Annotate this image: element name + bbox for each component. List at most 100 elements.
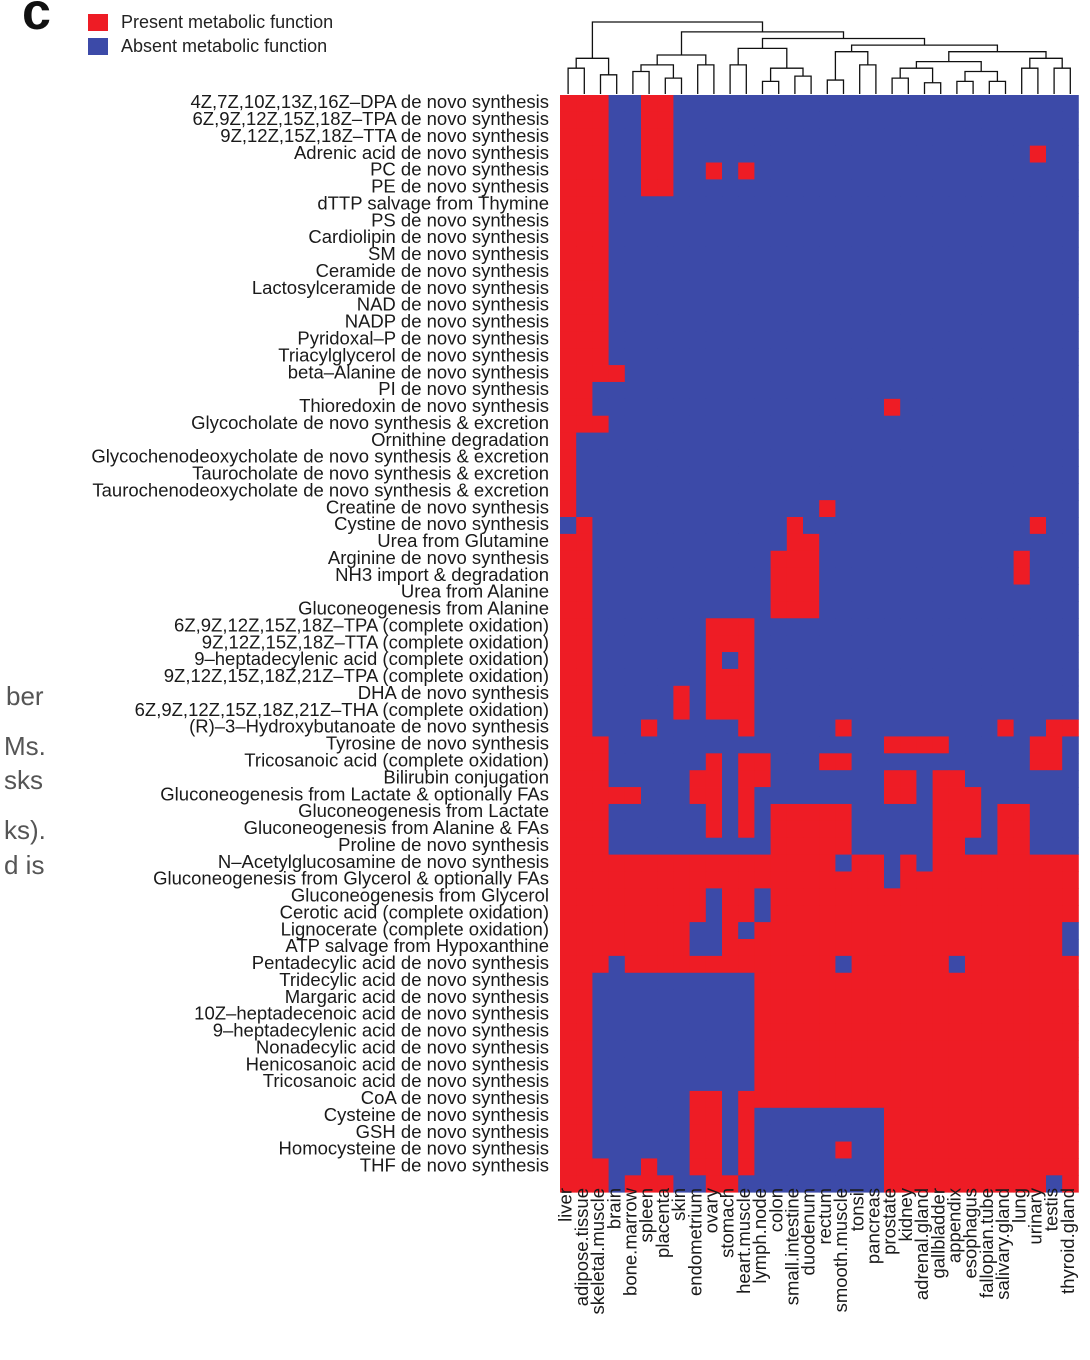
heatmap-cell <box>803 955 820 974</box>
heatmap-cell <box>754 415 771 433</box>
heatmap-cell <box>689 888 707 906</box>
heatmap-cell <box>786 854 804 872</box>
heatmap-cell <box>705 432 723 450</box>
heatmap-cell <box>1046 803 1063 822</box>
heatmap-cell <box>1046 533 1063 552</box>
heatmap-cell <box>657 939 674 957</box>
heatmap-cell <box>1013 246 1031 265</box>
heatmap-cell <box>803 483 820 501</box>
heatmap-cell <box>576 449 593 467</box>
heatmap-cell <box>835 432 852 450</box>
heatmap-cell <box>560 297 577 315</box>
heatmap-cell <box>884 1158 901 1176</box>
heatmap-cell <box>1029 955 1047 974</box>
heatmap-cell <box>1029 972 1047 991</box>
column-label: appendix <box>943 1187 964 1263</box>
heatmap-cell <box>786 1124 804 1142</box>
heatmap-cell <box>981 955 998 974</box>
heatmap-cell <box>657 719 674 737</box>
row-label: beta–Alanine de novo synthesis <box>288 361 549 382</box>
heatmap-cell <box>786 246 804 265</box>
heatmap-cell <box>884 348 901 366</box>
heatmap-cell <box>786 1023 804 1041</box>
heatmap-cell <box>705 533 723 552</box>
heatmap-cell <box>1013 196 1031 214</box>
heatmap-cell <box>851 820 869 839</box>
heatmap-cell <box>851 483 869 501</box>
heatmap-cell <box>738 381 755 400</box>
heatmap-cell <box>932 685 950 704</box>
heatmap-cell <box>997 905 1014 923</box>
row-label: 9–heptadecylenic acid (complete oxidatio… <box>194 648 549 669</box>
heatmap-cell <box>624 635 642 653</box>
heatmap-cell <box>948 803 966 822</box>
heatmap-cell <box>900 888 917 906</box>
heatmap-cell <box>965 922 982 940</box>
heatmap-cell <box>867 1141 885 1159</box>
heatmap-cell <box>592 618 609 636</box>
heatmap-cell <box>722 1124 739 1142</box>
row-label: Gluconeogenesis from Glycerol <box>291 885 549 906</box>
heatmap-cell <box>657 972 674 991</box>
heatmap-cell <box>1029 500 1047 518</box>
heatmap-cell <box>851 365 869 383</box>
heatmap-cell <box>948 922 966 940</box>
row-label: Tricosanoic acid de novo synthesis <box>263 1070 549 1091</box>
heatmap-cell <box>803 348 820 366</box>
heatmap-cell <box>997 179 1014 197</box>
heatmap-cell <box>1013 939 1031 957</box>
heatmap-cell <box>673 1040 690 1058</box>
heatmap-cell <box>673 685 690 704</box>
heatmap-cell <box>900 618 917 636</box>
heatmap-cell <box>738 1107 755 1126</box>
heatmap-cell <box>722 196 739 214</box>
heatmap-cell <box>803 1006 820 1024</box>
heatmap-cell <box>1029 601 1047 619</box>
heatmap-cell <box>835 1006 852 1024</box>
heatmap-cell <box>786 466 804 484</box>
heatmap-cell <box>884 584 901 602</box>
heatmap-cell <box>608 922 626 940</box>
row-label: ATP salvage from Hypoxanthine <box>285 935 549 956</box>
heatmap-cell <box>932 415 950 433</box>
heatmap-cell <box>965 365 982 383</box>
heatmap-cell <box>884 685 901 704</box>
heatmap-cell <box>867 196 885 214</box>
heatmap-cell <box>657 837 674 855</box>
heatmap-cell <box>738 1006 755 1024</box>
heatmap-cell <box>624 888 642 906</box>
heatmap-cell <box>689 1175 707 1193</box>
heatmap-cell <box>1013 128 1031 147</box>
heatmap-cell <box>705 719 723 737</box>
heatmap-cell <box>932 162 950 180</box>
heatmap-cell <box>1013 1006 1031 1024</box>
heatmap-cell <box>738 854 755 872</box>
heatmap-cell <box>997 314 1014 332</box>
heatmap-cell <box>965 1006 982 1024</box>
heatmap-cell <box>819 331 836 349</box>
heatmap-cell <box>560 719 577 737</box>
heatmap-cell <box>803 939 820 957</box>
heatmap-cell <box>592 1124 609 1142</box>
heatmap-cell <box>932 1141 950 1159</box>
heatmap-cell <box>851 922 869 940</box>
heatmap-cell <box>932 972 950 991</box>
heatmap-cell <box>1046 246 1063 265</box>
row-label: Pyridoxal–P de novo synthesis <box>297 327 549 348</box>
heatmap-cell <box>835 483 852 501</box>
heatmap-cell <box>997 939 1014 957</box>
heatmap-cell <box>576 922 593 940</box>
heatmap-cell <box>722 1040 739 1058</box>
heatmap-cell <box>932 652 950 670</box>
heatmap-cell <box>689 331 707 349</box>
heatmap-cell <box>867 1023 885 1041</box>
heatmap-cell <box>997 517 1014 535</box>
heatmap-cell <box>624 854 642 872</box>
heatmap-cell <box>867 213 885 231</box>
heatmap-cell <box>689 128 707 147</box>
heatmap-cell <box>770 179 788 197</box>
heatmap-cell <box>624 803 642 822</box>
heatmap-cell <box>803 618 820 636</box>
heatmap-cell <box>673 905 690 923</box>
heatmap-cell <box>916 1124 933 1142</box>
